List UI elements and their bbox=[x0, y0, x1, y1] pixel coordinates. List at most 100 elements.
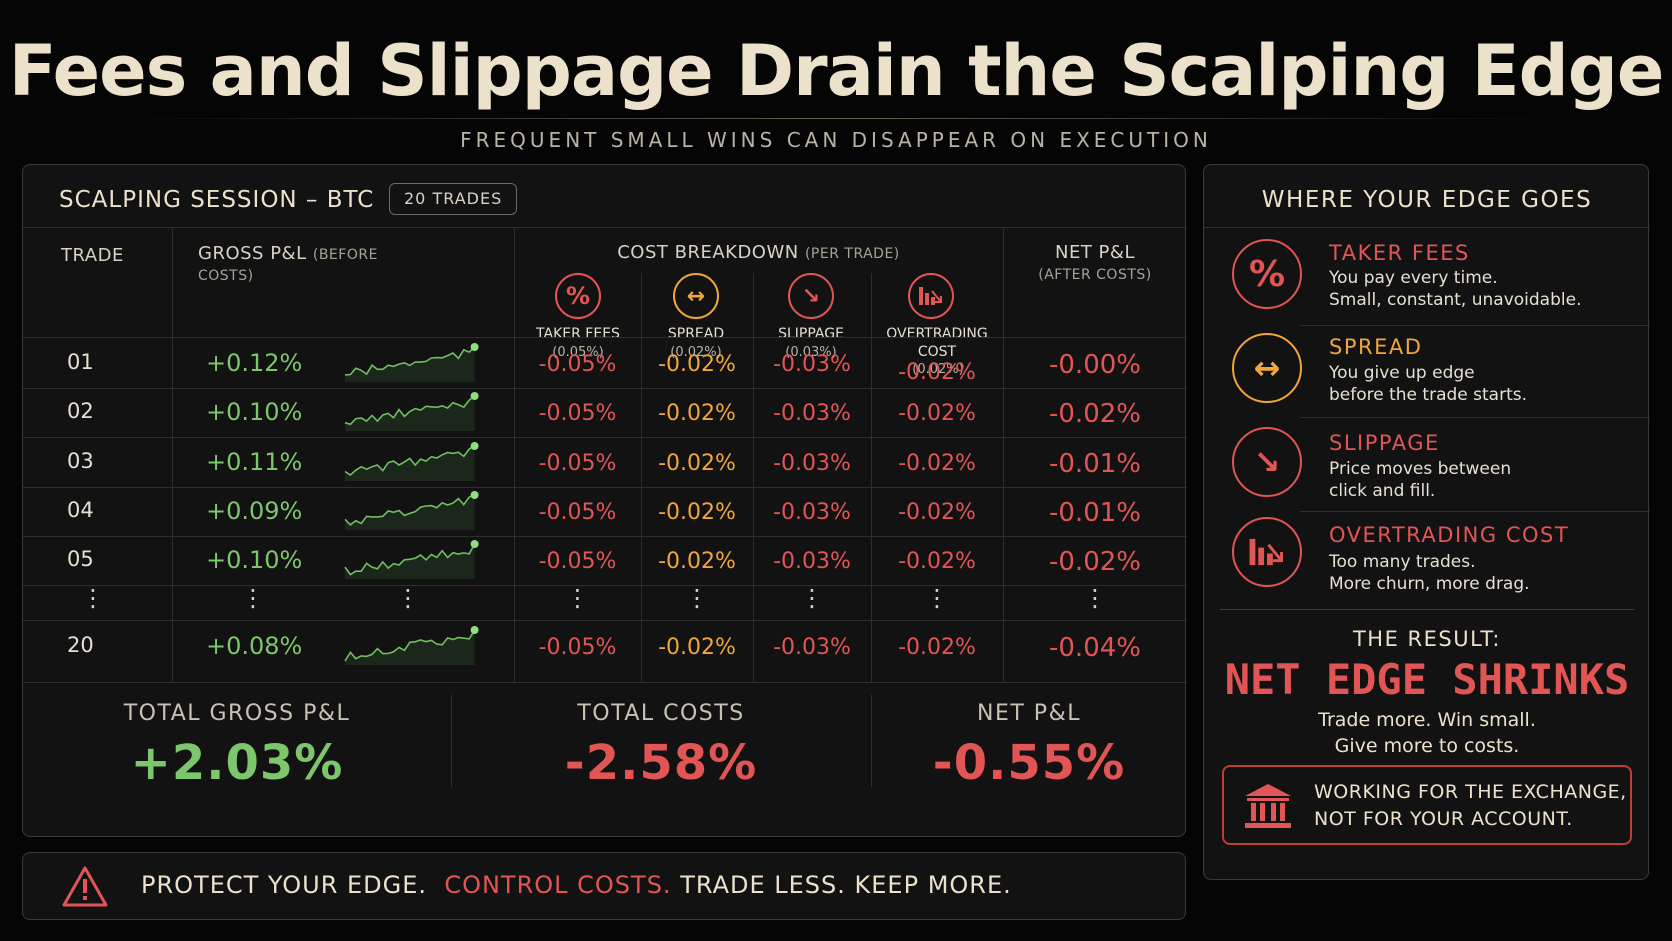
arrows-horizontal-icon: ↔ bbox=[673, 273, 719, 319]
net-pnl-cell: -0.01% bbox=[1049, 498, 1141, 528]
ellipsis: ⋮ bbox=[81, 584, 105, 612]
header-net-note: (AFTER COSTS) bbox=[1038, 267, 1152, 283]
trade-id: 01 bbox=[67, 350, 94, 374]
net-pnl-label: NET P&L bbox=[977, 701, 1081, 726]
header-trade: TRADE bbox=[61, 245, 124, 266]
taker-fee-value: -0.05% bbox=[538, 500, 617, 525]
total-gross-label: TOTAL GROSS P&L bbox=[123, 701, 351, 726]
col-divider bbox=[641, 273, 642, 682]
trade-id: 05 bbox=[67, 547, 94, 571]
row-divider bbox=[23, 536, 1187, 537]
header-net: NET P&L (AFTER COSTS) bbox=[1003, 242, 1187, 284]
totals-divider bbox=[451, 695, 452, 787]
gross-pnl: +0.10% bbox=[206, 398, 303, 426]
ellipsis: ⋮ bbox=[925, 584, 949, 612]
side-item-line: click and fill. bbox=[1329, 481, 1436, 501]
slippage-value: -0.03% bbox=[773, 352, 851, 377]
percent-icon: % bbox=[1232, 239, 1302, 309]
header-gross-label: GROSS P&L bbox=[198, 243, 307, 264]
sparkline-line bbox=[344, 543, 476, 576]
side-divider bbox=[1220, 609, 1634, 610]
side-divider bbox=[1300, 511, 1650, 512]
banner-message: PROTECT YOUR EDGE. CONTROL COSTS. TRADE … bbox=[141, 871, 1012, 899]
side-item-desc: Too many trades. More churn, more drag. bbox=[1329, 551, 1530, 595]
slippage-value: -0.03% bbox=[773, 549, 851, 574]
taker-fee-value: -0.05% bbox=[538, 635, 617, 660]
page-title: Fees and Slippage Drain the Scalping Edg… bbox=[8, 30, 1665, 112]
sparkline-chart bbox=[344, 626, 479, 665]
side-item-title: TAKER FEES bbox=[1329, 241, 1470, 265]
row-divider bbox=[23, 388, 1187, 389]
result-line: Give more to costs. bbox=[1334, 735, 1520, 757]
header-net-label: NET P&L bbox=[1055, 242, 1135, 263]
row-divider bbox=[23, 487, 1187, 488]
exchange-line: NOT FOR YOUR ACCOUNT. bbox=[1314, 808, 1573, 830]
side-item-desc: You give up edge before the trade starts… bbox=[1329, 362, 1527, 406]
ellipsis: ⋮ bbox=[241, 584, 265, 612]
cost-col-label: SLIPPAGE bbox=[778, 326, 844, 342]
overtrading-value: -0.02% bbox=[898, 500, 976, 525]
bank-icon bbox=[1245, 784, 1291, 828]
totals-divider bbox=[23, 682, 1187, 683]
sparkline-area bbox=[345, 396, 475, 431]
sparkline-line bbox=[344, 395, 476, 426]
cost-col-pct: (0.03%) bbox=[785, 345, 837, 360]
net-pnl-cell: -0.02% bbox=[1049, 399, 1141, 429]
ellipsis: ⋮ bbox=[1083, 584, 1107, 612]
sparkline-endpoint bbox=[470, 442, 479, 450]
slippage-value: -0.03% bbox=[773, 500, 851, 525]
banner-part: PROTECT YOUR EDGE. bbox=[141, 871, 428, 899]
sparkline-endpoint bbox=[470, 392, 479, 400]
side-divider bbox=[1204, 227, 1650, 228]
sparkline-endpoint bbox=[470, 343, 479, 351]
trend-down-icon: ↘ bbox=[1232, 427, 1302, 497]
sparkline-endpoint bbox=[470, 540, 479, 548]
ellipsis: ⋮ bbox=[396, 584, 420, 612]
session-panel: SCALPING SESSION – BTC 20 TRADES TRADE G… bbox=[22, 164, 1187, 837]
spread-value: -0.02% bbox=[658, 401, 736, 426]
ellipsis: ⋮ bbox=[800, 584, 824, 612]
ellipsis: ⋮ bbox=[565, 584, 590, 612]
overtrading-value: -0.02% bbox=[898, 451, 976, 476]
bars-down-icon bbox=[908, 273, 954, 319]
taker-fee-value: -0.05% bbox=[538, 451, 617, 476]
side-item-line: More churn, more drag. bbox=[1329, 574, 1530, 594]
row-divider bbox=[23, 437, 1187, 438]
side-item-line: Price moves between bbox=[1329, 459, 1512, 479]
bars-down-icon bbox=[1232, 517, 1302, 587]
warning-icon bbox=[62, 866, 108, 907]
cost-col-label: TAKER FEES bbox=[536, 326, 620, 342]
spread-value: -0.02% bbox=[658, 500, 736, 525]
col-divider bbox=[871, 273, 872, 682]
side-item-line: Too many trades. bbox=[1329, 552, 1476, 572]
sparkline-line bbox=[344, 445, 475, 477]
percent-icon: % bbox=[555, 273, 601, 319]
gross-pnl: +0.09% bbox=[206, 497, 303, 525]
total-costs-value: -2.58% bbox=[564, 735, 758, 791]
overtrading-value: -0.02% bbox=[898, 360, 976, 385]
sparkline-endpoint bbox=[470, 491, 479, 499]
gross-pnl: +0.08% bbox=[206, 632, 303, 660]
cost-col-pct: (0.05%) bbox=[552, 345, 604, 360]
trade-count-badge: 20 TRADES bbox=[389, 183, 518, 215]
col-divider bbox=[514, 227, 515, 682]
sparkline-chart bbox=[344, 540, 479, 579]
overtrading-value: -0.02% bbox=[898, 401, 976, 426]
overtrading-value: -0.02% bbox=[898, 549, 976, 574]
sparkline-area bbox=[345, 544, 475, 579]
spread-value: -0.02% bbox=[658, 352, 736, 377]
sparkline-chart bbox=[344, 491, 479, 530]
gross-pnl: +0.12% bbox=[206, 349, 303, 377]
row-divider bbox=[23, 620, 1187, 621]
header-gross-note: (BEFORE COSTS) bbox=[198, 247, 378, 284]
trade-id: 02 bbox=[67, 399, 94, 423]
exchange-line: WORKING FOR THE EXCHANGE, bbox=[1314, 781, 1627, 803]
side-divider bbox=[1300, 417, 1650, 418]
banner-part-highlight: CONTROL COSTS. bbox=[444, 871, 672, 899]
side-item-line: You pay every time. bbox=[1329, 268, 1498, 288]
side-divider bbox=[1300, 325, 1650, 326]
spread-value: -0.02% bbox=[658, 549, 736, 574]
header-costs: COST BREAKDOWN (PER TRADE) bbox=[514, 242, 1003, 263]
overtrading-value: -0.02% bbox=[898, 635, 976, 660]
table-top-divider bbox=[23, 227, 1187, 228]
